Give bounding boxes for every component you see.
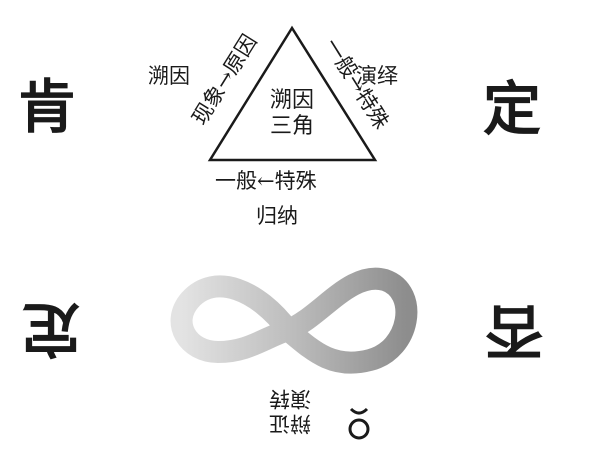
bottom-edge-label: 一般←特殊 [215,169,317,193]
dialectic-label: 辩证 演转 [255,385,325,435]
triangle-center-line2: 三角 [269,114,314,140]
triangle-center-line1: 溯因 [269,88,314,113]
triangle-center-label: 溯因 三角 [250,88,334,141]
corner-definite-top-right: 定 [483,75,542,143]
deduction-outer-label: 演绎 [356,64,398,88]
corner-affirm-top-left: 肯 [18,73,77,141]
abduction-outer-label: 溯因 [148,64,190,88]
dialectic-line2: 演转 [269,386,311,411]
rotated-symbol-icon [345,403,373,443]
induction-outer-label: 归纳 [256,204,298,228]
dialectic-line1: 辩证 [269,411,311,436]
